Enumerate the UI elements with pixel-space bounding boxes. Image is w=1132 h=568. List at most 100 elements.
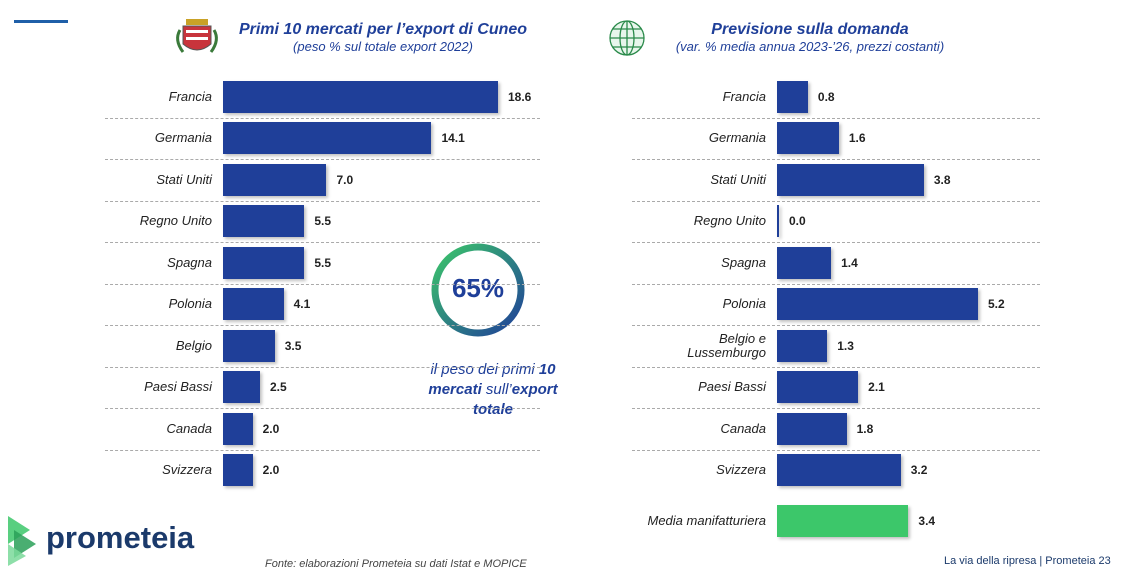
value-label: 2.0 <box>262 421 280 436</box>
row-separator <box>105 242 540 243</box>
value-label: 1.4 <box>841 255 858 270</box>
value-label: 14.1 <box>441 131 465 146</box>
value-label: 7.0 <box>336 172 354 187</box>
value-label: 5.5 <box>314 255 331 270</box>
category-label: Canada <box>166 420 212 436</box>
value-label: 1.6 <box>848 131 866 146</box>
category-label: Paesi Bassi <box>698 379 766 395</box>
value-label: 3.5 <box>284 338 302 353</box>
bar <box>223 454 253 487</box>
category-label: Media manifatturiera <box>647 512 767 528</box>
row-separator <box>105 159 540 160</box>
bar <box>777 122 839 155</box>
row-separator <box>632 408 1040 409</box>
bar <box>223 246 305 279</box>
row-separator <box>632 283 1040 285</box>
chart-subtitle: (peso % sul totale export 2022) <box>293 39 473 54</box>
category-label: Stati Uniti <box>156 171 212 187</box>
category-label: Francia <box>168 88 212 104</box>
callout-segment: il peso dei primi <box>430 361 539 378</box>
row-separator <box>105 283 540 285</box>
bar <box>777 412 847 445</box>
category-label: Germania <box>708 130 766 146</box>
row-separator <box>632 449 1040 451</box>
callout-ring <box>431 243 525 337</box>
bar <box>777 288 978 321</box>
value-label: 3.8 <box>933 172 951 187</box>
row-separator <box>632 117 1040 119</box>
bar <box>223 80 498 113</box>
value-label: 3.2 <box>910 463 928 478</box>
category-label: Svizzera <box>716 462 766 478</box>
bar <box>777 504 909 537</box>
row-separator <box>105 408 540 409</box>
callout-segment: sull’ <box>481 381 512 398</box>
bar <box>223 371 260 404</box>
callout-text: il peso dei primi 10 mercati sull’export t… <box>393 360 593 420</box>
category-label: Polonia <box>168 296 212 312</box>
callout-line: mercati sull’export <box>393 380 593 400</box>
bar <box>777 205 779 238</box>
category-label: Stati Uniti <box>710 171 766 187</box>
category-label: Francia <box>722 88 766 104</box>
value-label: 2.0 <box>262 463 280 478</box>
category-label: Spagna <box>721 254 766 270</box>
globe-icon <box>609 20 645 56</box>
row-separator <box>632 159 1040 160</box>
category-label: Canada <box>720 420 766 436</box>
category-label: Regno Unito <box>693 213 766 229</box>
callout-segment: totale <box>472 401 513 418</box>
row-separator <box>105 325 540 326</box>
bar <box>223 288 284 321</box>
bar <box>223 122 432 155</box>
value-label: 1.8 <box>856 421 874 436</box>
logo-icon <box>8 516 36 566</box>
callout-line: il peso dei primi 10 <box>393 360 593 380</box>
value-label: 2.5 <box>269 380 287 395</box>
row-separator <box>632 325 1040 326</box>
row-separator <box>632 200 1040 202</box>
value-label: 1.3 <box>837 338 854 353</box>
row-separator <box>105 366 540 368</box>
category-label: Spagna <box>167 254 212 270</box>
bar <box>777 246 832 279</box>
category-label: Polonia <box>722 296 766 312</box>
bar <box>223 205 305 238</box>
bar <box>777 80 808 113</box>
category-label: Germania <box>154 130 212 146</box>
category-label: Svizzera <box>162 462 212 478</box>
source: Fonte: elaborazioni Prometeia su dati Is… <box>265 558 527 568</box>
row-separator <box>632 366 1040 368</box>
callout-value: 65% <box>451 273 505 303</box>
value-label: 3.4 <box>918 513 936 528</box>
value-label: 18.6 <box>508 89 532 104</box>
footer: La via della ripresa | Prometeia 23 <box>944 555 1111 567</box>
bar <box>777 329 828 362</box>
bar <box>223 412 253 445</box>
bar <box>777 163 924 196</box>
value-label: 0.0 <box>789 214 806 229</box>
chart-subtitle: (var. % media annua 2023-’26, prezzi cos… <box>675 39 945 54</box>
category-label: Belgio <box>175 337 212 353</box>
value-label: 2.1 <box>868 380 885 395</box>
callout-segment: export <box>511 381 558 398</box>
coat-of-arms-icon <box>176 19 218 53</box>
logo: prometeia <box>46 520 195 555</box>
chart-title: Primi 10 mercati per l’export di Cuneo <box>238 21 528 38</box>
row-separator <box>632 242 1040 243</box>
category-label: Paesi Bassi <box>144 379 212 395</box>
value-label: 4.1 <box>293 297 311 312</box>
accent-line <box>14 20 68 23</box>
callout-line: totale <box>393 400 593 420</box>
value-label: 5.2 <box>988 297 1005 312</box>
row-separator <box>105 449 540 451</box>
bar <box>223 163 327 196</box>
chart-title: Previsione sulla domanda <box>711 21 909 38</box>
category-label: Belgio e Lussemburgo <box>687 330 766 360</box>
bar <box>223 329 275 362</box>
bar <box>777 371 859 404</box>
value-label: 0.8 <box>817 89 835 104</box>
row-separator <box>105 117 540 119</box>
